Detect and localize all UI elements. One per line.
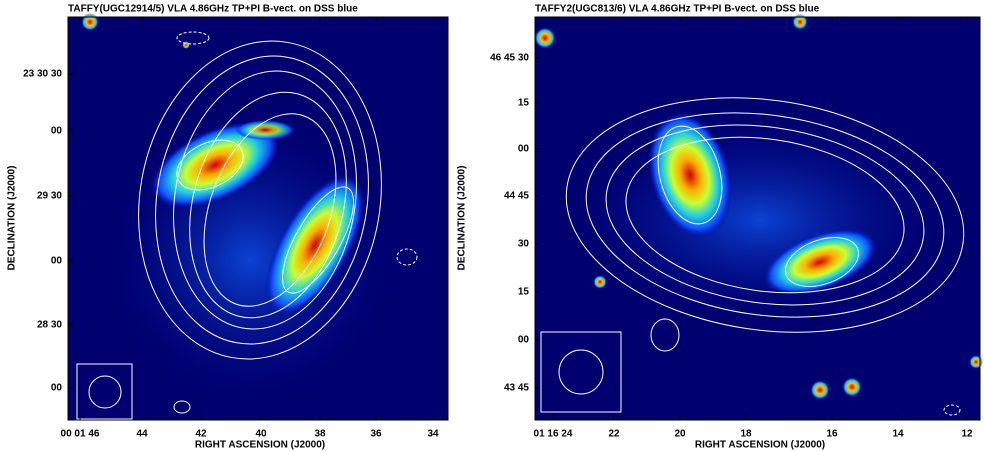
y-tick-label: 28 30 <box>37 320 62 331</box>
y-tick-label: 00 <box>51 126 63 137</box>
panel-title: TAFFY(UGC12914/5) VLA 4.86GHz TP+PI B-ve… <box>68 4 358 15</box>
x-tick-label: 01 16 24 <box>534 429 573 440</box>
x-tick-label: 16 <box>826 429 838 440</box>
y-tick-label: 29 30 <box>37 191 62 202</box>
y-tick-label: 43 45 <box>504 383 529 394</box>
x-axis-label: RIGHT ASCENSION (J2000) <box>195 440 325 451</box>
y-tick-label: 00 <box>518 144 530 155</box>
y-tick-label: 46 45 30 <box>490 53 529 64</box>
y-tick-label: 15 <box>518 287 530 298</box>
x-tick-label: 00 01 46 <box>61 429 100 440</box>
x-axis-label: RIGHT ASCENSION (J2000) <box>695 440 825 451</box>
y-tick-label: 00 <box>51 383 63 394</box>
y-axis-label: DECLINATION (J2000) <box>7 166 18 271</box>
y-tick-label: 15 <box>518 98 530 109</box>
x-tick-label: 14 <box>892 429 904 440</box>
x-tick-label: 18 <box>740 429 752 440</box>
y-tick-label: 30 <box>518 239 530 250</box>
x-tick-label: 44 <box>136 429 148 440</box>
x-tick-label: 20 <box>674 429 686 440</box>
y-tick-label: 00 <box>518 335 530 346</box>
x-tick-label: 36 <box>370 429 382 440</box>
panel-image <box>534 14 983 421</box>
x-tick-label: 34 <box>427 429 439 440</box>
x-tick-label: 42 <box>195 429 207 440</box>
x-tick-label: 40 <box>255 429 267 440</box>
x-tick-label: 38 <box>314 429 326 440</box>
y-tick-label: 00 <box>51 256 63 267</box>
y-axis-label: DECLINATION (J2000) <box>457 166 468 271</box>
x-tick-label: 12 <box>961 429 973 440</box>
y-tick-label: 23 30 30 <box>23 69 62 80</box>
y-tick-label: 44 45 <box>504 191 529 202</box>
x-tick-label: 22 <box>608 429 620 440</box>
panel-image <box>67 13 449 421</box>
panel-title: TAFFY2(UGC813/6) VLA 4.86GHz TP+PI B-vec… <box>535 4 820 15</box>
